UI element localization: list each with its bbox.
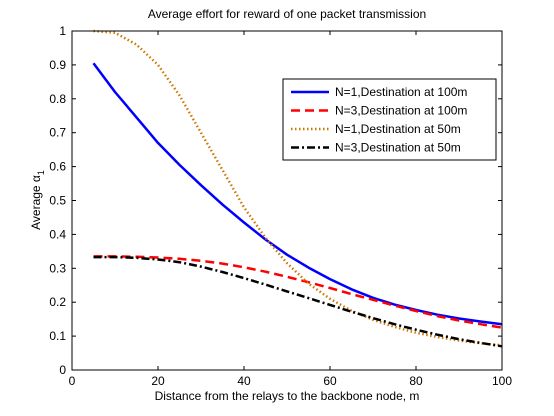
y-tick-label: 0 xyxy=(59,363,66,377)
y-tick-label: 0.8 xyxy=(49,92,66,106)
y-tick-label: 0.2 xyxy=(49,295,66,309)
y-tick-label: 0.6 xyxy=(49,160,66,174)
y-tick-label: 0.3 xyxy=(49,261,66,275)
y-tick-label: 1 xyxy=(59,24,66,38)
legend-label-2: N=3,Destination at 100m xyxy=(335,104,467,118)
legend-label-3: N=1,Destination at 50m xyxy=(335,122,461,136)
chart-title: Average effort for reward of one packet … xyxy=(148,7,426,21)
y-tick-label: 0.1 xyxy=(49,329,66,343)
x-tick-label: 0 xyxy=(69,374,76,388)
legend-label-4: N=3,Destination at 50m xyxy=(335,141,461,155)
x-tick-label: 60 xyxy=(323,374,337,388)
y-tick-label: 0.4 xyxy=(49,227,66,241)
x-tick-label: 100 xyxy=(492,374,512,388)
svg-text:Average α1: Average α1 xyxy=(29,170,46,230)
y-axis-label-subscript: 1 xyxy=(36,170,46,175)
y-tick-label: 0.9 xyxy=(49,58,66,72)
legend: N=1,Destination at 100m N=3,Destination a… xyxy=(282,78,497,161)
x-tick-label: 20 xyxy=(151,374,165,388)
legend-label-1: N=1,Destination at 100m xyxy=(335,85,467,99)
x-axis-ticks: 0 20 40 60 80 100 xyxy=(69,31,512,388)
y-tick-label: 0.5 xyxy=(49,194,66,208)
x-tick-label: 40 xyxy=(237,374,251,388)
y-tick-label: 0.7 xyxy=(49,126,66,140)
series-line-1 xyxy=(92,62,503,326)
x-tick-label: 80 xyxy=(409,374,423,388)
x-axis-label: Distance from the relays to the backbone… xyxy=(155,389,420,403)
series-lines xyxy=(92,29,503,348)
y-axis-label-main: Average α xyxy=(29,175,43,230)
y-axis-label: Average α1 xyxy=(29,170,46,230)
series-line-4 xyxy=(93,255,503,348)
y-axis-ticks: 0 0.1 0.2 0.3 0.4 0.5 0.6 0.7 0.8 0.9 1 xyxy=(49,24,502,377)
